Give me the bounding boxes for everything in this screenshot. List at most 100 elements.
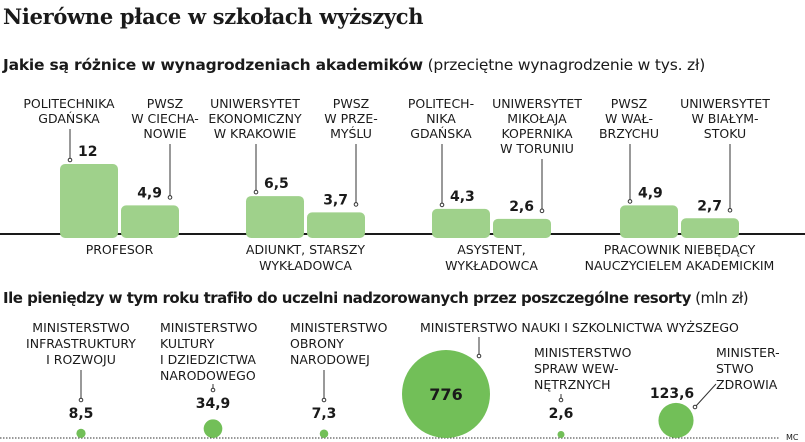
- bar: [246, 196, 304, 238]
- leader-dot: [627, 199, 633, 204]
- bubble-name-label: KULTURY: [160, 336, 215, 351]
- bubble-value-label: 8,5: [69, 406, 94, 422]
- bar-name-label: UNIWERSYTET: [210, 96, 300, 111]
- leader-dot: [476, 353, 482, 359]
- category-label: WYKŁADOWCA: [445, 258, 538, 273]
- bar-name-label: BRZYCHU: [599, 126, 659, 141]
- credit-label: MC: [786, 433, 799, 442]
- bubble-name-label: I DZIEDZICTWA: [160, 352, 256, 367]
- bar-name-label: GDAŃSKA: [410, 126, 472, 141]
- bubble: [203, 419, 223, 438]
- bar-value-label: 4,9: [638, 185, 663, 201]
- bubble-chart-unit: (mln zł): [695, 289, 749, 307]
- bar-value-label: 4,9: [137, 185, 162, 201]
- bar-name-label: PWSZ: [147, 96, 183, 111]
- bubble-name-label: I ROZWOJU: [46, 352, 116, 367]
- category-label: WYKŁADOWCA: [259, 258, 352, 273]
- bar-value-label: 4,3: [450, 189, 475, 205]
- leader-dot: [727, 207, 733, 213]
- bar-name-label: POLITECH-: [408, 96, 474, 111]
- bubble-value-label: 34,9: [196, 396, 231, 412]
- bar: [307, 212, 365, 238]
- bubble-name-label: SPRAW WEW-: [534, 361, 618, 376]
- bar: [121, 205, 179, 238]
- leader-dot: [253, 189, 259, 195]
- leader-dot: [692, 404, 698, 410]
- category-label: PRACOWNIK NIEBĘDĄCY: [604, 242, 756, 257]
- bubble-name-label: INFRASTRUKTURY: [26, 336, 136, 351]
- bubble-name-label: NARODOWEGO: [160, 368, 256, 383]
- bar-name-label: MIKOŁAJA: [507, 111, 567, 126]
- bubble-name-label: OBRONY: [290, 336, 344, 351]
- leader-dot: [439, 202, 445, 208]
- bar-name-label: NIKA: [426, 111, 456, 126]
- leader-dot: [67, 157, 73, 163]
- bar-name-label: PWSZ: [333, 96, 369, 111]
- bar-chart-subtitle: Jakie są różnice w wynagrodzeniach akade…: [3, 56, 705, 74]
- bubble-value-label: 776: [429, 385, 462, 404]
- bubble-name-label: MINISTERSTWO: [32, 320, 130, 335]
- category-label: ASYSTENT,: [457, 242, 526, 257]
- bubble-name-label: ZDROWIA: [716, 377, 778, 392]
- leader-dot: [539, 208, 545, 214]
- leader-dot: [558, 397, 564, 403]
- bar-name-label: NOWIE: [143, 126, 186, 141]
- bar-name-label: W WAŁ-: [605, 111, 653, 126]
- bar-chart-title: Jakie są różnice w wynagrodzeniach akade…: [3, 56, 423, 74]
- bar-name-label: UNIWERSYTET: [680, 96, 770, 111]
- bar-value-label: 12: [78, 144, 97, 160]
- bar: [493, 218, 551, 238]
- bar-value-label: 2,6: [509, 199, 534, 215]
- bar: [681, 218, 739, 238]
- leader-dot: [353, 202, 359, 207]
- leader-dot: [321, 397, 327, 403]
- bubble-name-label: NĘTRZNYCH: [534, 377, 611, 392]
- bubble-name-label: MINISTERSTWO NAUKI I SZKOLNICTWA WYŻSZEG…: [420, 320, 739, 335]
- bar-name-label: EKONOMICZNY: [208, 111, 302, 126]
- bar-name-label: W KRAKOWIE: [214, 126, 297, 141]
- chart-title: Nierówne płace w szkołach wyższych: [3, 4, 424, 29]
- bar-name-label: W BIAŁYM-: [691, 111, 758, 126]
- bar-name-label: STOKU: [704, 126, 746, 141]
- bar: [60, 164, 118, 238]
- bar-name-label: GDAŃSKA: [38, 111, 100, 126]
- leader-dot: [78, 397, 84, 403]
- bubble-chart-subtitle: Ile pieniędzy w tym roku trafiło do ucze…: [3, 289, 749, 307]
- bar-chart-unit: (przeciętne wynagrodzenie w tys. zł): [427, 56, 706, 74]
- bubble-value-label: 2,6: [549, 406, 574, 422]
- leader-line: [695, 383, 717, 407]
- bar-name-label: MYŚLU: [330, 126, 372, 141]
- bubble: [319, 429, 329, 438]
- bar-name-label: KOPERNIKA: [501, 126, 572, 141]
- bubble: [402, 350, 490, 438]
- bubble-chart-title: Ile pieniędzy w tym roku trafiło do ucze…: [3, 289, 691, 307]
- bar-name-label: W PRZE-: [324, 111, 378, 126]
- bubble-value-label: 123,6: [650, 386, 694, 402]
- bar-name-label: PWSZ: [611, 96, 647, 111]
- bubble-value-label: 7,3: [312, 406, 337, 422]
- category-label: ADIUNKT, STARSZY: [246, 242, 366, 257]
- bar-value-label: 6,5: [264, 176, 289, 192]
- bar: [432, 208, 490, 238]
- bubble-name-label: MINISTERSTWO: [160, 320, 258, 335]
- bar-name-label: UNIWERSYTET: [492, 96, 582, 111]
- bubble-name-label: NARODOWEJ: [290, 352, 370, 367]
- leader-dot: [167, 195, 173, 200]
- bar-value-label: 3,7: [323, 192, 348, 208]
- bar-name-label: POLITECHNIKA: [23, 96, 115, 111]
- bubble-name-label: STWO: [716, 361, 754, 376]
- bar-name-label: W CIECHA-: [131, 111, 199, 126]
- bubble-name-label: MINISTERSTWO: [534, 345, 632, 360]
- bar: [620, 205, 678, 238]
- bubble-name-label: MINISTERSTWO: [290, 320, 388, 335]
- bar-name-label: W TORUNIU: [500, 141, 574, 156]
- leader-dot: [210, 387, 216, 393]
- category-label: NAUCZYCIELEM AKADEMICKIM: [585, 258, 775, 273]
- bubble: [557, 431, 565, 438]
- bar-value-label: 2,7: [697, 198, 722, 214]
- bubble: [76, 428, 86, 438]
- category-label: PROFESOR: [86, 242, 154, 257]
- bubble: [658, 402, 694, 438]
- bubble-name-label: MINISTER-: [716, 345, 780, 360]
